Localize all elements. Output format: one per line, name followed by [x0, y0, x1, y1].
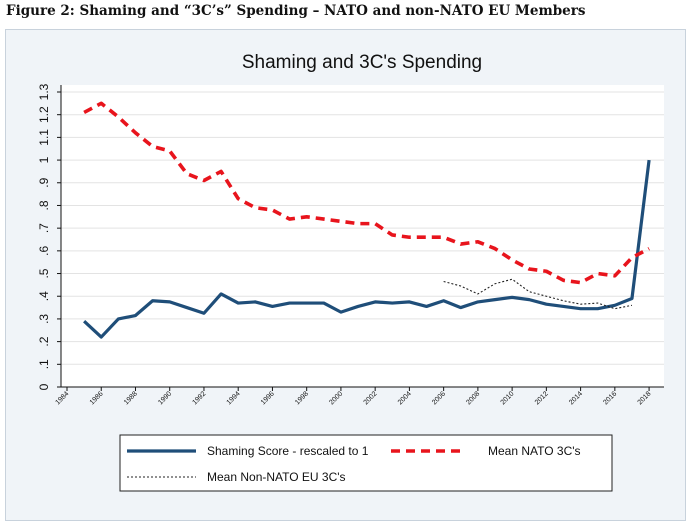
y-tick-label: .5	[37, 268, 51, 278]
x-tick-label: 1990	[157, 390, 173, 406]
x-tick-label: 2008	[465, 390, 481, 406]
y-tick-label: .1	[37, 359, 51, 369]
y-tick-label: 0	[37, 383, 51, 390]
x-tick-label: 2010	[500, 390, 516, 406]
legend-box	[119, 434, 613, 492]
x-tick-label: 2018	[637, 390, 653, 406]
x-tick-label: 2014	[568, 390, 584, 406]
x-tick-label: 2006	[431, 390, 447, 406]
y-tick-label: .2	[37, 336, 51, 346]
y-tick-label: .4	[37, 291, 51, 301]
y-tick-label: 1.2	[37, 106, 51, 123]
x-tick-label: 1986	[89, 390, 105, 406]
x-tick-label: 1992	[191, 390, 207, 406]
x-tick-label: 2016	[602, 390, 618, 406]
plot-area	[61, 85, 664, 387]
chart-frame: Shaming and 3C's Spending 0 .1 .2 .3 .4 .5 .6.…	[5, 29, 686, 521]
y-tick-label: 1	[37, 156, 51, 163]
series-line-1	[83, 159, 651, 339]
y-tick-label: .3	[37, 314, 51, 324]
x-tick-label: 2012	[534, 390, 550, 406]
series-group	[83, 101, 651, 339]
x-tick-label: 2000	[328, 390, 344, 406]
series-line-3	[443, 278, 633, 310]
y-tick-label: .6	[37, 246, 51, 256]
y-tick-label: 1.3	[37, 83, 51, 100]
x-tick-label: 1984	[54, 390, 70, 406]
legend-label-3: Mean Non-NATO EU 3C's	[207, 470, 346, 484]
legend-label-1: Shaming Score - rescaled to 1	[207, 444, 369, 458]
legend: Shaming Score - rescaled to 1 Mean NATO 3…	[119, 434, 613, 492]
y-tick-label: .8	[37, 200, 51, 210]
x-tick-label: 1994	[226, 390, 242, 406]
y-tick-label: 1.1	[37, 129, 51, 146]
x-tick-label: 2002	[363, 390, 379, 406]
x-tick-label: 1996	[260, 390, 276, 406]
figure-caption: Figure 2: Shaming and “3C’s” Spending – …	[6, 3, 586, 19]
line-chart: Shaming and 3C's Spending 0 .1 .2 .3 .4 .5 .6.…	[37, 52, 664, 492]
x-tick-label: 1988	[123, 390, 139, 406]
y-tick-label: .7	[37, 223, 51, 233]
legend-label-2: Mean NATO 3C's	[488, 444, 581, 458]
chart-title: Shaming and 3C's Spending	[242, 52, 482, 73]
gridlines	[61, 91, 664, 365]
y-tick-label: .9	[37, 177, 51, 187]
x-tick-label: 2004	[397, 390, 413, 406]
series-line-2	[83, 101, 650, 285]
x-tick-label: 1998	[294, 390, 310, 406]
